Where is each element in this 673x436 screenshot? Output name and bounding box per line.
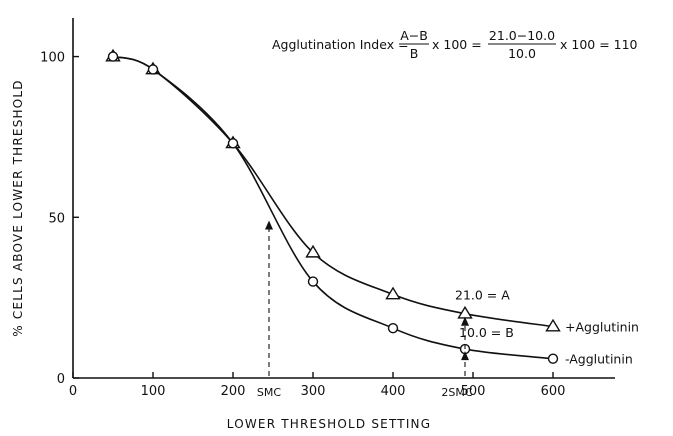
two-smc-arrowhead-b <box>461 351 469 361</box>
axes <box>72 18 615 379</box>
formula-frac1-denominator: B <box>410 46 419 61</box>
circle-point-0 <box>107 51 119 62</box>
circle-point-1 <box>147 64 159 75</box>
formula-frac2-numerator: 21.0−10.0 <box>489 28 555 43</box>
x-tick-label-1: 100 <box>141 384 166 399</box>
triangle-point-3 <box>305 244 321 258</box>
y-tick-label-1: 50 <box>48 211 65 226</box>
circle-point-6 <box>547 353 559 364</box>
circle-point-3 <box>307 276 319 287</box>
series-line-1 <box>112 55 554 360</box>
annotation-b-value: 10.0 = B <box>459 325 514 340</box>
series-layer <box>105 48 561 364</box>
x-ticks: 0 100 200 300 400 500 600 <box>69 372 566 399</box>
series-label-plus-agglutinin: +Agglutinin <box>565 320 639 335</box>
smc-markers: SMC 2SMC <box>257 220 473 399</box>
series-line-0 <box>112 55 554 328</box>
x-tick-label-5: 500 <box>461 384 486 399</box>
smc-label: SMC <box>257 386 281 399</box>
y-tick-label-0: 0 <box>57 372 65 387</box>
formula-frac1-numerator: A−B <box>400 28 428 43</box>
x-tick-label-0: 0 <box>69 384 77 399</box>
triangle-point-4 <box>385 286 401 300</box>
two-smc-arrowhead-a <box>461 316 469 326</box>
formula-times-100-first: x 100 = <box>432 37 482 52</box>
two-smc-label: 2SMC <box>441 386 472 399</box>
y-axis-label: % CELLS ABOVE LOWER THRESHOLD <box>11 79 25 336</box>
formula-frac2-denominator: 10.0 <box>508 46 536 61</box>
agglutination-formula: Agglutination Index = A−B B x 100 = 21.0… <box>272 28 638 61</box>
circle-point-2 <box>227 138 239 149</box>
formula-result: x 100 = 110 <box>560 37 638 52</box>
y-ticks: 0 50 100 <box>40 51 79 387</box>
x-tick-label-3: 300 <box>301 384 326 399</box>
smc-arrowhead <box>265 220 273 230</box>
x-tick-label-2: 200 <box>221 384 246 399</box>
y-tick-label-2: 100 <box>40 51 65 66</box>
formula-prefix: Agglutination Index = <box>272 37 409 52</box>
x-tick-label-6: 600 <box>541 384 566 399</box>
triangle-point-6 <box>545 318 561 332</box>
annotation-a-value: 21.0 = A <box>455 288 510 303</box>
series-label-minus-agglutinin: -Agglutinin <box>565 352 633 367</box>
x-tick-label-4: 400 <box>381 384 406 399</box>
series-markers-1 <box>107 51 559 364</box>
x-axis-label: LOWER THRESHOLD SETTING <box>227 417 431 431</box>
circle-point-4 <box>387 322 399 334</box>
